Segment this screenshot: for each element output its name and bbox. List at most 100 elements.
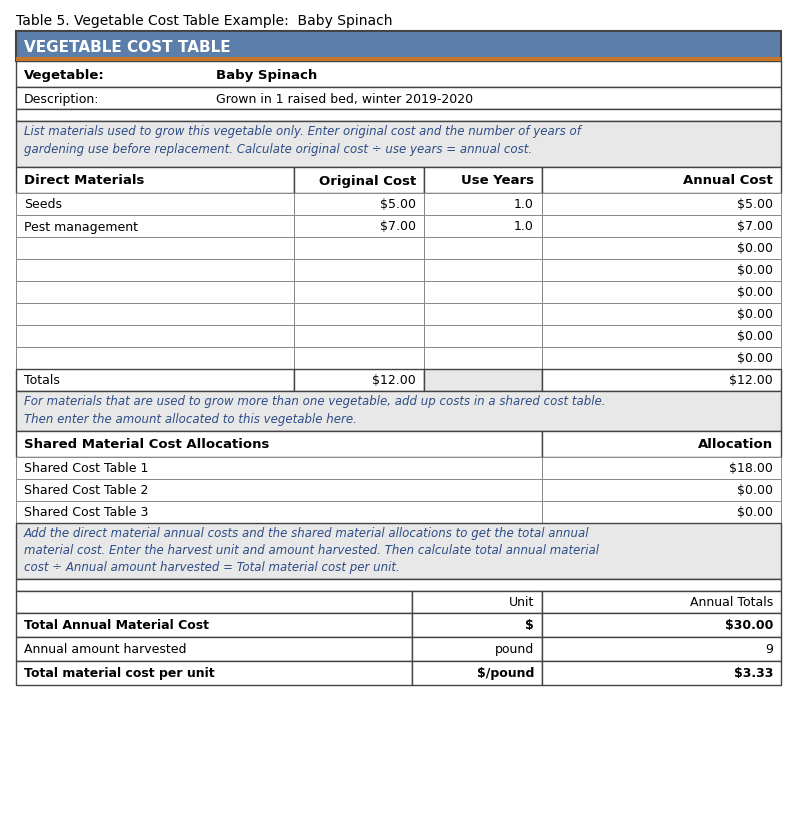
Bar [542,501,781,523]
Bar [542,304,781,326]
Bar [16,326,294,347]
Text: $: $ [525,618,534,631]
Text: $0.00: $0.00 [737,506,773,519]
Text: material cost. Enter the harvest unit and amount harvested. Then calculate total: material cost. Enter the harvest unit an… [24,544,599,557]
Bar [542,661,781,686]
Bar [16,523,781,579]
Bar [16,661,412,686]
Text: $0.00: $0.00 [737,330,773,343]
Bar [16,168,294,194]
Bar [542,194,781,215]
Bar [294,215,424,238]
Text: $0.00: $0.00 [737,484,773,497]
Text: Shared Material Cost Allocations: Shared Material Cost Allocations [24,438,269,451]
Bar [16,613,412,637]
Text: Unit: Unit [508,595,534,609]
Bar [424,282,542,304]
Text: Then enter the amount allocated to this vegetable here.: Then enter the amount allocated to this … [24,413,357,426]
Text: 1.0: 1.0 [514,220,534,233]
Text: Shared Cost Table 1: Shared Cost Table 1 [24,462,148,475]
Text: Grown in 1 raised bed, winter 2019-2020: Grown in 1 raised bed, winter 2019-2020 [216,93,473,106]
Bar [294,282,424,304]
Text: Seeds: Seeds [24,198,62,211]
Text: $12.00: $12.00 [372,374,416,387]
Bar [412,591,542,613]
Text: Vegetable:: Vegetable: [24,69,104,81]
Text: Baby Spinach: Baby Spinach [216,69,317,81]
Text: Use Years: Use Years [461,174,534,188]
Text: Original Cost: Original Cost [319,174,416,188]
Text: pound: pound [495,643,534,656]
Text: Shared Cost Table 3: Shared Cost Table 3 [24,506,148,519]
Bar [16,479,542,501]
Text: Description:: Description: [24,93,100,106]
Bar [542,326,781,347]
Text: Annual Totals: Annual Totals [689,595,773,609]
Text: Total material cost per unit: Total material cost per unit [24,667,214,680]
Text: $3.33: $3.33 [733,667,773,680]
Bar [542,260,781,282]
Text: $5.00: $5.00 [737,198,773,211]
Bar [542,591,781,613]
Text: Pest management: Pest management [24,220,138,233]
Text: Direct Materials: Direct Materials [24,174,144,188]
Bar [294,304,424,326]
Bar [294,194,424,215]
Bar [294,168,424,194]
Bar [424,260,542,282]
Text: $12.00: $12.00 [729,374,773,387]
Bar [16,62,781,88]
Text: Totals: Totals [24,374,60,387]
Text: $5.00: $5.00 [380,198,416,211]
Bar [424,194,542,215]
Text: $7.00: $7.00 [380,220,416,233]
Bar [424,326,542,347]
Bar [542,637,781,661]
Bar [294,238,424,260]
Bar [16,215,294,238]
Bar [16,110,781,122]
Bar [16,458,542,479]
Bar [16,637,412,661]
Text: $0.00: $0.00 [737,242,773,256]
Bar [16,58,781,62]
Bar [424,369,542,391]
Text: $30.00: $30.00 [724,618,773,631]
Bar [16,347,294,369]
Bar [16,260,294,282]
Text: $0.00: $0.00 [737,352,773,365]
Bar [16,122,781,168]
Bar [16,501,542,523]
Text: Add the direct material annual costs and the shared material allocations to get : Add the direct material annual costs and… [24,527,590,540]
Bar [16,194,294,215]
Text: $0.00: $0.00 [737,308,773,321]
Bar [424,238,542,260]
Bar [412,637,542,661]
Bar [542,369,781,391]
Text: Allocation: Allocation [698,438,773,451]
Bar [542,168,781,194]
Bar [542,479,781,501]
Text: Annual amount harvested: Annual amount harvested [24,643,186,656]
Text: Annual Cost: Annual Cost [683,174,773,188]
Bar [294,326,424,347]
Bar [16,304,294,326]
Bar [16,282,294,304]
Bar [542,282,781,304]
Text: $/pound: $/pound [477,667,534,680]
Text: gardening use before replacement. Calculate original cost ÷ use years = annual c: gardening use before replacement. Calcul… [24,143,532,156]
Text: cost ÷ Annual amount harvested = Total material cost per unit.: cost ÷ Annual amount harvested = Total m… [24,561,400,574]
Text: Total Annual Material Cost: Total Annual Material Cost [24,618,209,631]
Text: For materials that are used to grow more than one vegetable, add up costs in a s: For materials that are used to grow more… [24,395,606,408]
Text: $0.00: $0.00 [737,286,773,299]
Text: Shared Cost Table 2: Shared Cost Table 2 [24,484,148,497]
Bar [16,579,781,591]
Bar [542,458,781,479]
Bar [542,215,781,238]
Text: $0.00: $0.00 [737,265,773,277]
Bar [294,260,424,282]
Bar [294,369,424,391]
Text: 9: 9 [765,643,773,656]
Bar [424,215,542,238]
Text: Table 5. Vegetable Cost Table Example:  Baby Spinach: Table 5. Vegetable Cost Table Example: B… [16,14,392,28]
